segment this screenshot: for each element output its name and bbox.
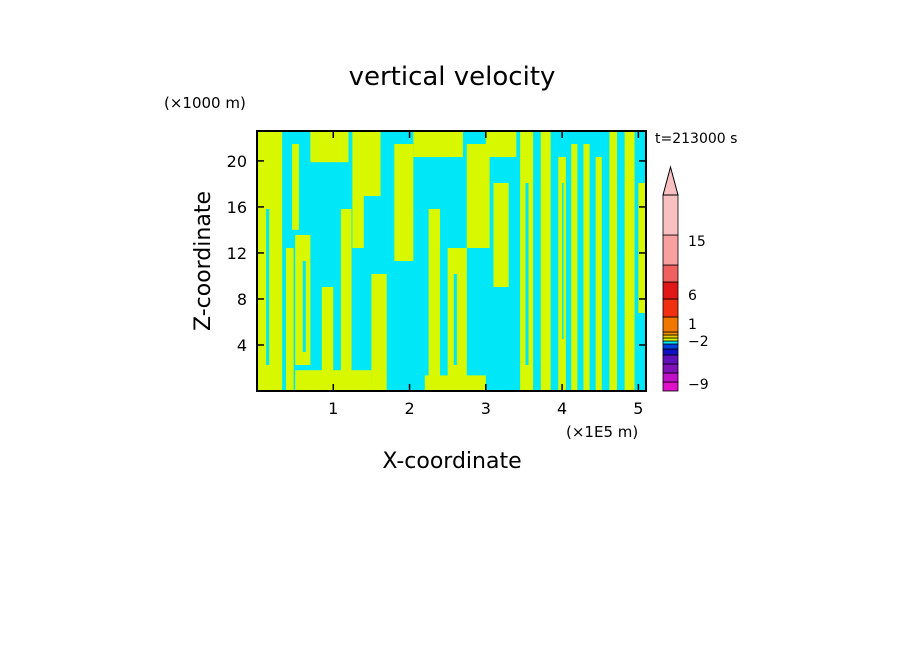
y-tick-label: 16 [227, 198, 247, 217]
positive-velocity-region [609, 131, 618, 391]
positive-velocity-region [340, 209, 352, 391]
colorbar-level [662, 281, 679, 300]
y-axis-label: Z-coordinate [191, 191, 216, 331]
y-unit-label: (×1000 m) [164, 94, 246, 112]
colorbar-level [662, 354, 679, 365]
positive-velocity-region [493, 183, 509, 287]
x-tick-label: 3 [481, 399, 491, 418]
colorbar-level [662, 337, 679, 342]
colorbar-label: −9 [688, 377, 709, 393]
colorbar-level [662, 194, 679, 236]
x-tick-label: 5 [633, 399, 643, 418]
negative-velocity-region [302, 261, 306, 352]
positive-velocity-region [447, 248, 467, 378]
plot-area [256, 130, 647, 392]
x-tick-label: 4 [557, 399, 567, 418]
colorbar-level [662, 363, 679, 374]
colorbar-level [662, 348, 679, 356]
y-tick-label: 12 [227, 244, 247, 263]
y-axis-ticks: 4 8 12 16 20 [227, 152, 646, 355]
plot-frame [256, 130, 647, 392]
x-axis-label: X-coordinate [382, 449, 521, 474]
positive-velocity-region [466, 144, 490, 248]
colorbar-level [662, 340, 679, 345]
y-tick-label: 8 [237, 290, 247, 309]
chart-title: vertical velocity [349, 62, 556, 92]
colorbar-extend-arrow [662, 165, 679, 196]
colorbar-label: 1 [688, 317, 697, 333]
positive-velocity-region [595, 157, 602, 391]
x-axis-ticks: 1 2 3 4 5 [328, 131, 643, 418]
colorbar-level [662, 316, 679, 333]
positive-velocity-region [371, 274, 387, 391]
positive-velocity-region [624, 131, 635, 391]
positive-velocity-region [413, 131, 463, 157]
colorbar-level [662, 372, 679, 383]
positive-velocity-region [424, 375, 486, 391]
positive-velocity-region [295, 370, 372, 391]
colorbar-level [662, 298, 679, 318]
velocity-field [257, 131, 646, 391]
colorbar-label: 15 [688, 234, 706, 250]
positive-velocity-region [285, 248, 294, 391]
positive-velocity-region [359, 131, 381, 196]
x-tick-label: 2 [404, 399, 414, 418]
x-tick-label: 1 [328, 399, 338, 418]
colorbar-label: 6 [688, 288, 697, 304]
positive-velocity-region [583, 144, 590, 391]
colorbar-level [662, 331, 679, 336]
positive-velocity-region [292, 144, 299, 230]
y-tick-label: 4 [237, 336, 247, 355]
positive-velocity-region [321, 287, 334, 391]
colorbar-level [662, 234, 679, 266]
colorbar-label: −2 [688, 334, 709, 350]
negative-velocity-region [592, 170, 595, 365]
negative-velocity-region [525, 183, 529, 365]
colorbar-level [662, 264, 679, 283]
negative-velocity-region [266, 209, 270, 365]
positive-velocity-region [310, 131, 349, 163]
positive-velocity-region [394, 144, 414, 261]
positive-velocity-region [571, 144, 578, 391]
colorbar-level [662, 343, 679, 350]
positive-velocity-region [485, 131, 517, 157]
negative-velocity-region [562, 183, 564, 339]
colorbar-level [662, 334, 679, 339]
positive-velocity-region [638, 183, 646, 313]
positive-velocity-region [540, 131, 551, 391]
x-unit-label: (×1E5 m) [566, 423, 638, 441]
y-tick-label: 20 [227, 152, 247, 171]
time-label: t=213000 s [655, 131, 737, 147]
colorbar: 15 6 1−2 −9 [662, 165, 709, 393]
colorbar-level [662, 381, 679, 392]
positive-velocity-region [428, 209, 441, 391]
positive-velocity-region [352, 131, 364, 248]
negative-velocity-region [453, 274, 457, 365]
